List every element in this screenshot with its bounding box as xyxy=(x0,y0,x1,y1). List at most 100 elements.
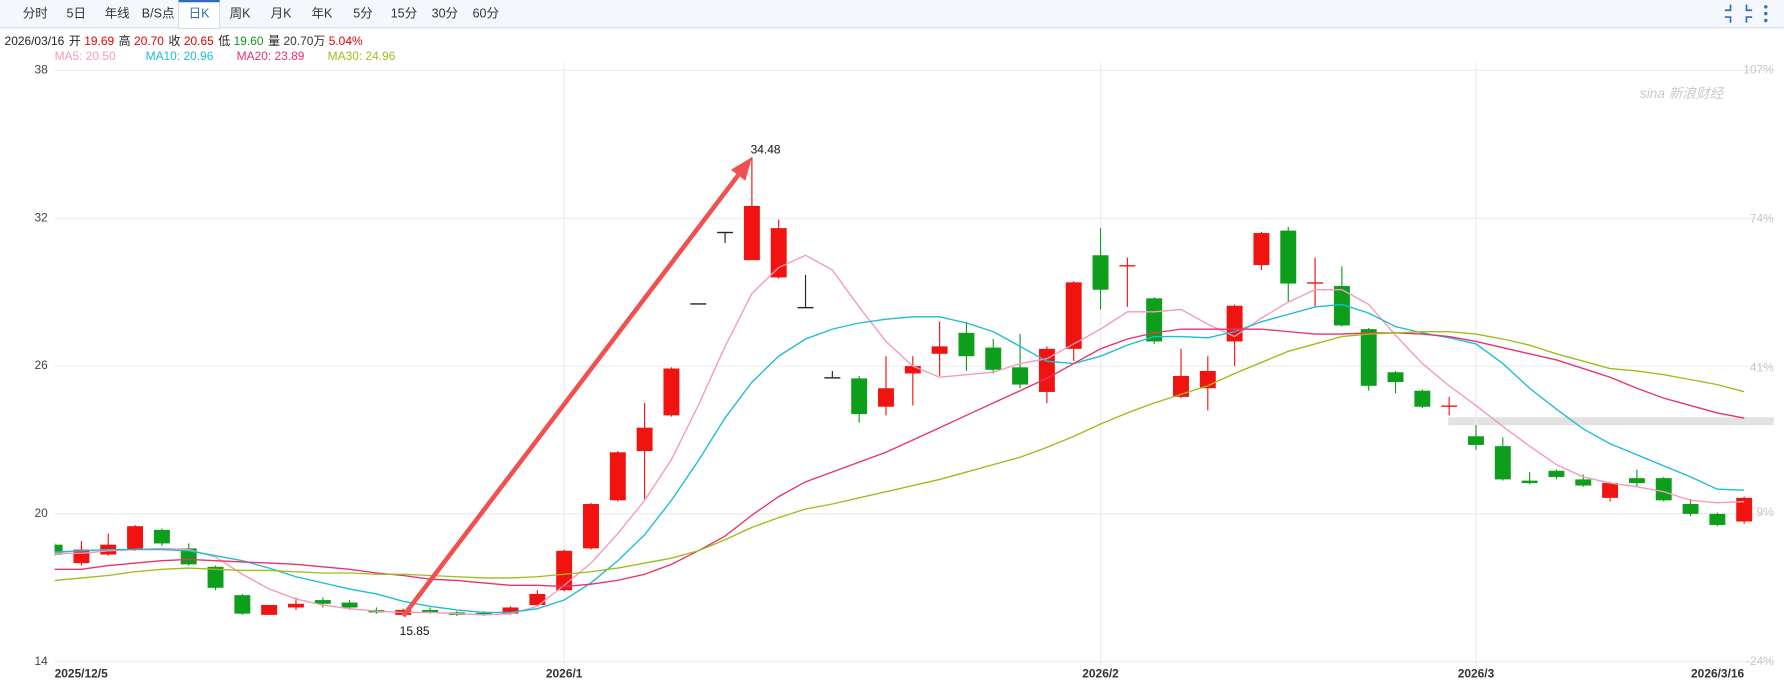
tab[interactable]: 日K xyxy=(189,7,211,21)
tab-bar: 分时 5日 年线 B/S点 日K 周K 月K 年K 5分 15分 30分 60分 xyxy=(23,0,499,29)
candle-body xyxy=(958,332,975,357)
legend-entry: MA5: 20.50 xyxy=(55,49,116,63)
trend-arrow-shaft xyxy=(401,173,740,618)
quote-label: 低 xyxy=(218,34,230,48)
tab[interactable]: 分时 xyxy=(23,7,49,21)
candle-body xyxy=(1012,367,1029,385)
y-tick-label: 26 xyxy=(34,358,48,372)
candle-body xyxy=(1387,372,1404,383)
candle-body xyxy=(288,603,304,608)
candle-body xyxy=(207,566,224,588)
candle-body xyxy=(824,377,841,379)
x-tick-label: 2026/3 xyxy=(1458,666,1495,680)
quote-line: 2026/03/16 开 19.69 高 20.70 收 20.65 低 19.60 量 20.70… xyxy=(5,33,363,48)
tab[interactable]: 15分 xyxy=(391,7,417,21)
legend-entry: MA30: 24.96 xyxy=(328,49,396,63)
candle-body xyxy=(1280,230,1297,284)
y-tick-label: 38 xyxy=(34,63,48,77)
candle-body xyxy=(583,504,599,549)
quote-date: 2026/03/16 xyxy=(5,34,65,48)
candle-body xyxy=(904,366,921,374)
candle-body xyxy=(180,548,197,565)
candle-body xyxy=(1655,478,1672,501)
quote-label: 量 xyxy=(268,34,280,48)
candle-body xyxy=(1494,446,1511,480)
tab[interactable]: 5日 xyxy=(66,7,85,21)
candle-body xyxy=(636,427,653,452)
price-band xyxy=(1448,417,1774,426)
candle-body xyxy=(1360,329,1377,386)
y-tick-label: 20 xyxy=(34,506,48,520)
tab[interactable]: 60分 xyxy=(473,7,499,21)
trend-arrow-head xyxy=(730,157,752,181)
quote-value: 20.65 xyxy=(184,34,214,48)
grid xyxy=(54,62,1775,667)
candle-body xyxy=(609,452,626,501)
candle-body xyxy=(1333,286,1350,326)
quote-label: 收 xyxy=(168,34,180,48)
tab[interactable]: 5分 xyxy=(353,7,372,21)
candle-body xyxy=(1253,233,1270,266)
candle-body xyxy=(1307,282,1324,284)
candle-body xyxy=(690,303,707,305)
candle-body xyxy=(797,306,814,309)
candle-body xyxy=(1146,298,1163,342)
plot-area xyxy=(54,157,1753,617)
candle-body xyxy=(234,595,251,614)
legend-entry: MA10: 20.96 xyxy=(146,49,214,63)
candle-body xyxy=(663,368,680,416)
ma-line xyxy=(54,328,1745,588)
quote-value: 20.70 xyxy=(134,34,164,48)
ma-line xyxy=(54,303,1745,614)
candle-body xyxy=(770,228,787,278)
y-tick-label: 14 xyxy=(34,654,48,668)
candle-body xyxy=(1709,513,1726,525)
y2-tick-label: 41% xyxy=(1750,360,1774,374)
candle-body xyxy=(1736,497,1753,522)
quote-label: 高 xyxy=(119,33,131,48)
candle-body xyxy=(1119,265,1136,267)
fullscreen-icon[interactable] xyxy=(1724,4,1753,23)
tab[interactable]: 月K xyxy=(271,7,293,21)
candle-body xyxy=(422,609,439,613)
y2-tick-label: -24% xyxy=(1746,654,1774,668)
candle-body xyxy=(475,612,492,615)
quote-value: 5.04% xyxy=(329,34,363,48)
candle-body xyxy=(54,544,63,555)
quote-value: 20.70万 xyxy=(283,34,325,48)
candle-body xyxy=(1682,504,1699,514)
candle-body xyxy=(717,231,734,234)
tab[interactable]: 年线 xyxy=(105,7,131,21)
candle-body xyxy=(1628,478,1645,484)
y-tick-label: 32 xyxy=(34,210,48,224)
candle-body xyxy=(1441,405,1458,407)
candle-body xyxy=(1092,255,1109,290)
x-tick-label: 2026/3/16 xyxy=(1691,666,1744,680)
candle-body xyxy=(1468,436,1484,445)
candle-body xyxy=(743,205,760,261)
axis-labels: 14 20 26 32 38 -24% 9% 41% 74% 107% 2025/12/5 2026/… xyxy=(34,49,1774,680)
tab[interactable]: 周K xyxy=(230,7,252,21)
candle-body xyxy=(502,607,519,614)
tab[interactable]: 30分 xyxy=(432,7,458,21)
toolbar xyxy=(0,0,1784,28)
legend-entry: MA20: 23.89 xyxy=(237,49,305,63)
candle-body xyxy=(1602,483,1619,498)
ma-line xyxy=(54,330,1745,582)
candle-body xyxy=(851,378,868,415)
candle-body xyxy=(529,593,546,606)
tab[interactable]: B/S点 xyxy=(142,7,175,21)
candle-body xyxy=(1575,479,1592,486)
candle-body xyxy=(341,602,358,608)
candle-body xyxy=(1065,282,1082,349)
y2-tick-label: 74% xyxy=(1750,212,1774,226)
watermark: sina 新浪财经 xyxy=(1640,86,1725,101)
tab[interactable]: 年K xyxy=(312,7,334,21)
x-tick-label: 2025/12/5 xyxy=(55,666,108,680)
menu-icon[interactable] xyxy=(1764,5,1768,23)
candle-body xyxy=(931,346,948,354)
y2-tick-label: 9% xyxy=(1756,505,1774,519)
ma-line xyxy=(54,254,1745,616)
x-tick-label: 2026/1 xyxy=(546,666,583,680)
